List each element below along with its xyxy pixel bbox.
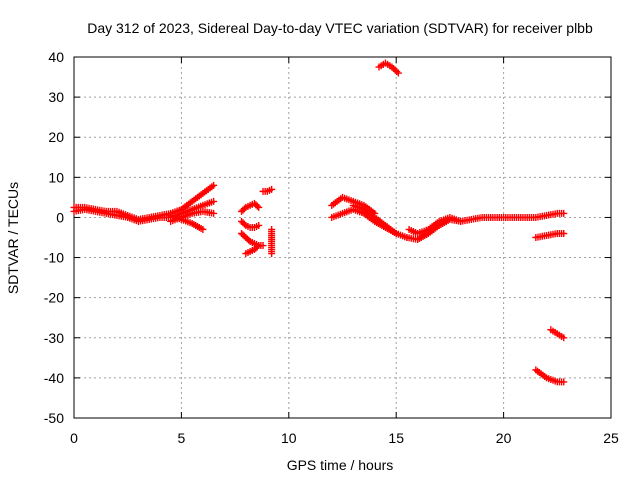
- y-tick-label: 20: [48, 129, 64, 145]
- y-axis-label: SDTVAR / TECUs: [5, 182, 21, 294]
- series-arc-16: [405, 213, 465, 237]
- data-point: [560, 209, 568, 217]
- x-axis-label: GPS time / hours: [287, 457, 394, 473]
- series-arc-4: [167, 211, 207, 233]
- series-arc-8: [242, 242, 263, 258]
- data-point: [240, 205, 248, 213]
- data-point: [255, 221, 263, 229]
- data-point: [253, 202, 261, 210]
- series-arc-17: [532, 229, 568, 241]
- data-point: [457, 217, 465, 225]
- data-point: [240, 220, 248, 228]
- data-point: [268, 185, 276, 193]
- data-point: [253, 243, 261, 251]
- data-point: [394, 69, 402, 77]
- y-tick-label: -40: [44, 370, 64, 386]
- data-point: [210, 197, 218, 205]
- y-tick-label: -20: [44, 290, 64, 306]
- chart-title: Day 312 of 2023, Sidereal Day-to-day VTE…: [87, 20, 593, 36]
- series-arc-18: [547, 326, 568, 342]
- data-point: [199, 225, 207, 233]
- y-tick-label: 30: [48, 89, 64, 105]
- plot-frame: [73, 56, 612, 419]
- series-arc-6: [238, 217, 263, 231]
- data-point: [560, 334, 568, 342]
- data-point: [392, 229, 400, 237]
- data-point: [245, 236, 253, 244]
- data-point: [210, 181, 218, 189]
- y-tick-label: -10: [44, 250, 64, 266]
- series-arc-10: [268, 225, 276, 258]
- data-points: [70, 59, 568, 386]
- data-point: [393, 68, 401, 76]
- y-tick-label: 0: [56, 209, 64, 225]
- series-arc-5: [238, 199, 263, 215]
- y-tick-label: 10: [48, 169, 64, 185]
- series-arc-19: [532, 366, 568, 386]
- x-tick-label: 20: [496, 430, 512, 446]
- x-tick-label: 10: [281, 430, 297, 446]
- axis-ticks: 0 5 10 15 20 25 -50 -40 -30 -20 -10 0 10 20 30 40: [44, 49, 619, 446]
- data-point: [210, 209, 218, 217]
- series-arc-13: [349, 201, 400, 237]
- data-point: [560, 378, 568, 386]
- series-arc-2: [70, 197, 218, 225]
- y-tick-label: 40: [48, 49, 64, 65]
- data-point: [268, 250, 276, 258]
- grid-lines: [74, 57, 611, 418]
- series-arc-9: [259, 185, 276, 195]
- y-tick-label: -50: [44, 410, 64, 426]
- data-point: [255, 242, 263, 250]
- x-tick-label: 0: [70, 430, 78, 446]
- x-tick-label: 15: [388, 430, 404, 446]
- series-arc-14: [375, 59, 402, 77]
- x-tick-label: 5: [178, 430, 186, 446]
- x-tick-label: 25: [603, 430, 619, 446]
- data-point: [255, 203, 263, 211]
- y-tick-label: -30: [44, 330, 64, 346]
- data-point: [560, 229, 568, 237]
